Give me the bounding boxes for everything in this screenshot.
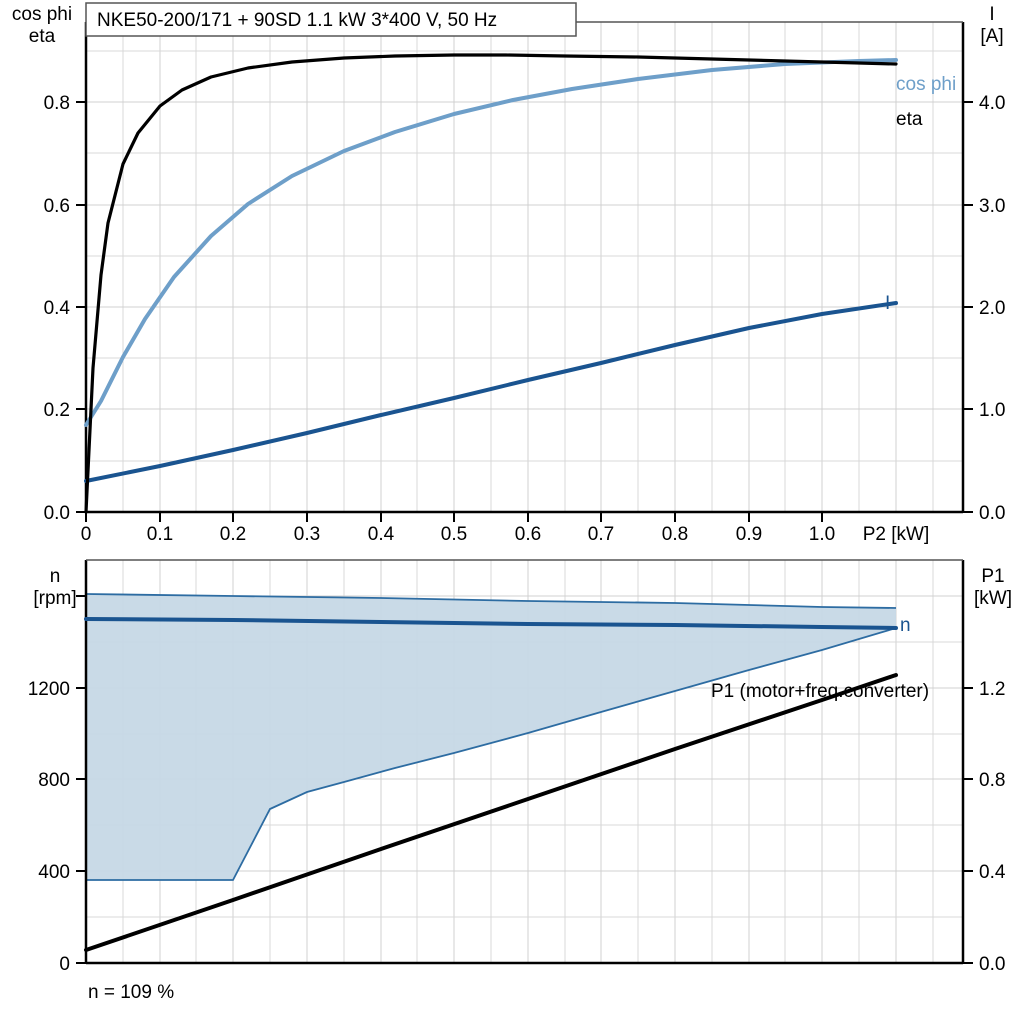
lower-y2tick-0: 0.0 [979,954,1005,975]
label-current: I [885,293,890,314]
curve-speed [84,617,898,630]
upper-xtick-2: 0.2 [220,524,246,545]
upper-xtick-6: 0.6 [515,524,541,545]
label-speed: n [900,615,911,636]
lower-right-ticks: 0.0 0.4 0.8 1.2 [963,679,1006,975]
label-p1: P1 (motor+freq.converter) [711,681,929,702]
lower-left-axis-label-1: n [50,566,61,587]
upper-right-ticks: 0.0 1.0 2.0 3.0 4.0 [963,93,1005,524]
upper-chart: 0.0 0.2 0.4 0.6 0.8 0.0 1.0 2.0 3.0 4.0 [12,2,1005,545]
upper-y2tick-4: 4.0 [979,93,1005,114]
upper-left-axis-label-1: cos phi [12,4,72,25]
upper-xtick-0: 0 [81,524,92,545]
lower-right-axis-label-2: [kW] [974,588,1012,609]
lower-ytick-1: 400 [38,862,70,883]
page-title: NKE50-200/171 + 90SD 1.1 kW 3*400 V, 50 … [97,10,497,31]
speed-range-band [86,594,896,880]
upper-xtick-9: 0.9 [736,524,762,545]
lower-y2tick-3: 1.2 [979,679,1005,700]
upper-xtick-1: 0.1 [147,524,173,545]
upper-ytick-0: 0.0 [44,503,70,524]
upper-xtick-5: 0.5 [441,524,467,545]
title-box [85,2,577,37]
upper-ytick-1: 0.2 [44,400,70,421]
footnote-speed-percent: n = 109 % [88,982,174,1003]
curve-current [84,301,898,483]
lower-right-axis-label-1: P1 [981,566,1004,587]
upper-xtick-10: 1.0 [809,524,835,545]
curve-eta [84,53,898,514]
upper-grid [86,22,963,512]
lower-y2tick-1: 0.4 [979,862,1006,883]
upper-x-axis-label: P2 [kW] [863,524,930,545]
curve-p1 [84,673,898,952]
lower-ytick-3: 1200 [28,679,70,700]
upper-xtick-7: 0.7 [588,524,614,545]
lower-y2tick-2: 0.8 [979,770,1005,791]
upper-left-axis-label-2: eta [29,26,56,47]
curve-cos-phi [84,58,898,427]
upper-x-ticks: 0 0.1 0.2 0.3 0.4 0.5 0.6 0.7 0.8 0.9 1.… [81,512,835,545]
upper-ytick-4: 0.8 [44,93,70,114]
lower-left-ticks: 0 400 800 1200 [28,595,86,975]
speed-band-upper-edge [85,593,897,609]
upper-xtick-4: 0.4 [368,524,395,545]
lower-ytick-2: 800 [38,770,70,791]
speed-band-lower-edge [86,627,897,881]
upper-right-axis-label-2: [A] [980,26,1003,47]
upper-y2tick-1: 1.0 [979,400,1005,421]
label-eta: eta [896,109,923,130]
upper-y2tick-2: 2.0 [979,298,1005,319]
upper-xtick-8: 0.8 [662,524,688,545]
lower-chart: 0 400 800 1200 0.0 0.4 0.8 1.2 n [rpm] P… [28,559,1012,1003]
upper-y2tick-0: 0.0 [979,503,1005,524]
lower-left-axis-label-2: [rpm] [33,588,76,609]
upper-ytick-3: 0.6 [44,196,70,217]
label-cos-phi: cos phi [896,74,956,95]
upper-right-axis-label-1: I [989,4,994,25]
lower-ytick-0: 0 [59,954,70,975]
upper-left-ticks: 0.0 0.2 0.4 0.6 0.8 [44,93,86,524]
upper-y2tick-3: 3.0 [979,196,1005,217]
upper-ytick-2: 0.4 [44,298,71,319]
upper-xtick-3: 0.3 [294,524,320,545]
